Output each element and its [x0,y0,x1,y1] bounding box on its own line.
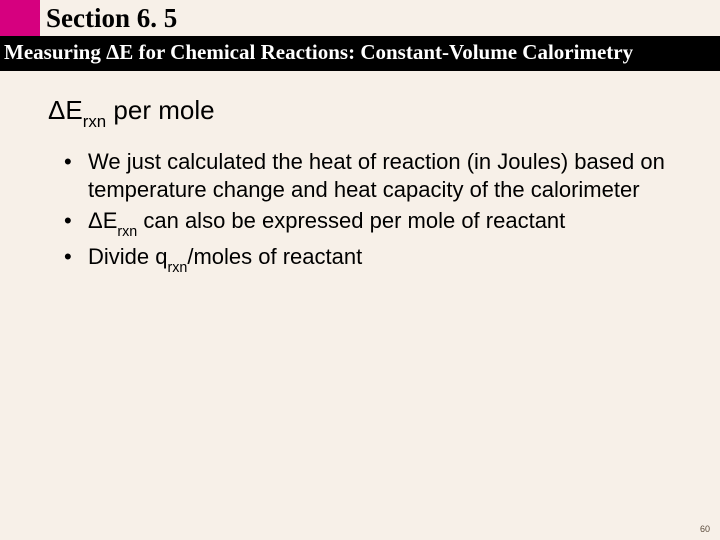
bullet-subscript: rxn [167,260,187,276]
accent-box [0,0,40,36]
bullet-prefix: ΔE [88,208,117,233]
header-row: Section 6. 5 [0,0,720,36]
bullet-list: We just calculated the heat of reaction … [48,148,672,276]
heading-suffix: per mole [106,95,214,125]
bullet-suffix: can also be expressed per mole of reacta… [137,208,565,233]
list-item: ΔErxn can also be expressed per mole of … [60,207,672,239]
subtitle-bar: Measuring ΔE for Chemical Reactions: Con… [0,36,720,71]
list-item: Divide qrxn/moles of reactant [60,243,672,275]
section-title: Section 6. 5 [40,0,720,36]
slide-content: ΔErxn per mole We just calculated the he… [0,71,720,276]
heading-prefix: ΔE [48,95,83,125]
list-item: We just calculated the heat of reaction … [60,148,672,203]
slide-heading: ΔErxn per mole [48,95,672,130]
bullet-subscript: rxn [117,224,137,240]
bullet-suffix: /moles of reactant [187,244,362,269]
heading-subscript: rxn [83,112,106,131]
bullet-text: We just calculated the heat of reaction … [88,149,665,202]
page-number: 60 [700,524,710,534]
bullet-prefix: Divide q [88,244,167,269]
